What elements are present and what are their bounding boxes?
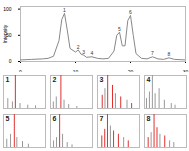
svg-text:2: 2 [53,76,57,83]
svg-text:7: 7 [151,50,154,56]
svg-text:5: 5 [6,115,10,122]
svg-text:100: 100 [3,6,12,12]
svg-text:6: 6 [129,9,132,15]
svg-text:6: 6 [53,115,57,122]
svg-text:50: 50 [5,31,12,38]
svg-text:8: 8 [168,51,171,57]
svg-text:Intensity: Intensity [2,24,8,43]
svg-text:1: 1 [63,7,66,13]
svg-text:4: 4 [91,50,94,56]
svg-text:7: 7 [100,115,104,122]
svg-text:3: 3 [82,49,85,55]
svg-text:5: 5 [118,26,121,32]
svg-text:2: 2 [77,44,80,50]
svg-text:0: 0 [9,58,12,64]
svg-text:3: 3 [100,76,104,83]
svg-text:4: 4 [147,76,151,83]
svg-text:1: 1 [6,76,10,83]
svg-text:8: 8 [147,115,151,122]
